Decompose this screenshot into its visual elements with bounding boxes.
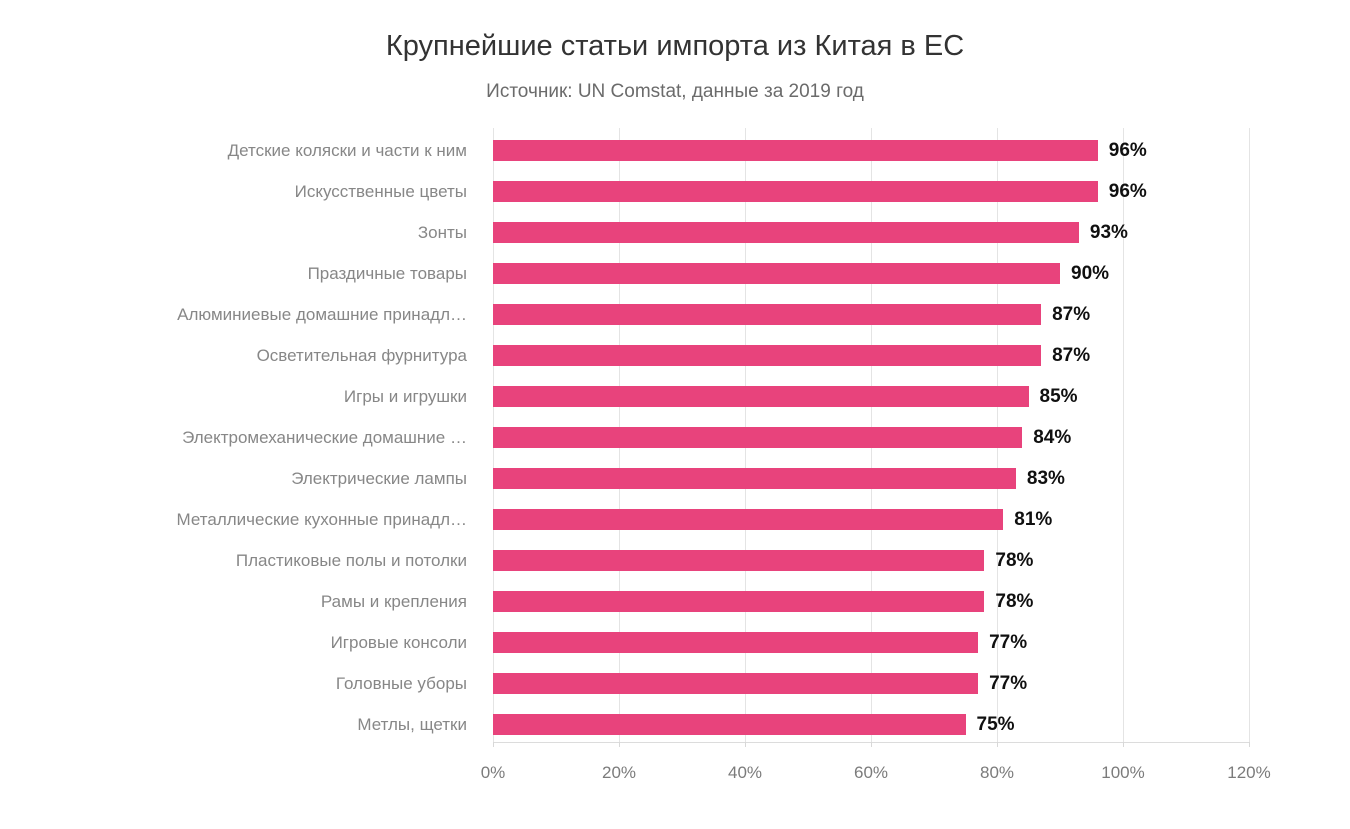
gridline-100% xyxy=(1123,128,1124,742)
category-label: Электромеханические домашние … xyxy=(182,427,467,447)
bar-track: 90% xyxy=(493,253,1250,294)
tick-mark-20% xyxy=(619,742,620,747)
x-tick-label: 0% xyxy=(480,763,506,782)
category-label: Метлы, щетки xyxy=(357,714,467,734)
value-label: 78% xyxy=(995,590,1034,612)
bar xyxy=(493,263,1060,284)
bar xyxy=(493,591,985,612)
bar-row: Электромеханические домашние … 84% xyxy=(0,417,1250,458)
x-tick-label: 20% xyxy=(601,763,637,782)
bar xyxy=(493,468,1016,489)
value-label: 93% xyxy=(1089,221,1128,243)
bar-track: 96% xyxy=(493,171,1250,212)
bar xyxy=(493,632,979,653)
bar-track: 83% xyxy=(493,458,1250,499)
bar-row: Игровые консоли 77% xyxy=(0,622,1250,663)
bar-row: Рамы и крепления 78% xyxy=(0,581,1250,622)
bar xyxy=(493,550,985,571)
category-label: Игровые консоли xyxy=(330,632,467,652)
bar xyxy=(493,140,1098,161)
x-tick-label: 100% xyxy=(1101,763,1145,782)
tick-mark-100% xyxy=(1123,742,1124,747)
value-label: 96% xyxy=(1108,139,1147,161)
category-label: Металлические кухонные принадл… xyxy=(176,509,467,529)
value-label: 77% xyxy=(989,631,1028,653)
bar xyxy=(493,222,1079,243)
tick-mark-120% xyxy=(1249,742,1250,747)
bar-row: Детские коляски и части к ним 96% xyxy=(0,130,1250,171)
x-tick-label: 60% xyxy=(853,763,889,782)
x-axis: 0% 20% 40% 60% 80% 100% 120% xyxy=(0,762,1350,786)
bar-track: 77% xyxy=(493,622,1250,663)
bar-track: 78% xyxy=(493,540,1250,581)
x-tick-label: 40% xyxy=(727,763,763,782)
bar-track: 87% xyxy=(493,335,1250,376)
value-label: 90% xyxy=(1071,262,1110,284)
bar xyxy=(493,181,1098,202)
bar xyxy=(493,345,1042,366)
bar-row: Игры и игрушки 85% xyxy=(0,376,1250,417)
bar-row: Алюминиевые домашние принадл… 87% xyxy=(0,294,1250,335)
tick-mark-40% xyxy=(745,742,746,747)
gridline-120% xyxy=(1249,128,1250,742)
bar-track: 75% xyxy=(493,704,1250,745)
bar-track: 78% xyxy=(493,581,1250,622)
bar-row: Осветительная фурнитура 87% xyxy=(0,335,1250,376)
category-label: Рамы и крепления xyxy=(320,591,467,611)
category-label: Искусственные цветы xyxy=(294,181,467,201)
category-label: Праздичные товары xyxy=(307,263,467,283)
value-label: 87% xyxy=(1052,303,1091,325)
value-label: 78% xyxy=(995,549,1034,571)
value-label: 87% xyxy=(1052,344,1091,366)
bar xyxy=(493,386,1029,407)
bar-track: 96% xyxy=(493,130,1250,171)
chart-title: Крупнейшие статьи импорта из Китая в ЕС xyxy=(385,30,965,62)
tick-mark-0% xyxy=(493,742,494,747)
bar-track: 87% xyxy=(493,294,1250,335)
bar-track: 84% xyxy=(493,417,1250,458)
bar-row: Искусственные цветы 96% xyxy=(0,171,1250,212)
bar-track: 81% xyxy=(493,499,1250,540)
bar-row: Пластиковые полы и потолки 78% xyxy=(0,540,1250,581)
tick-mark-60% xyxy=(871,742,872,747)
chart-subtitle: Источник: UN Comstat, данные за 2019 год xyxy=(486,81,864,102)
bar-row: Праздичные товары 90% xyxy=(0,253,1250,294)
bar xyxy=(493,509,1004,530)
bar-rows: Детские коляски и части к ним 96% Искусств… xyxy=(0,130,1250,745)
bar xyxy=(493,304,1042,325)
bar-row: Метлы, щетки 75% xyxy=(0,704,1250,745)
bar-track: 93% xyxy=(493,212,1250,253)
category-label: Алюминиевые домашние принадл… xyxy=(177,304,467,324)
bar-track: 85% xyxy=(493,376,1250,417)
bar-track: 77% xyxy=(493,663,1250,704)
category-label: Игры и игрушки xyxy=(343,386,467,406)
tick-mark-80% xyxy=(997,742,998,747)
category-label: Электрические лампы xyxy=(291,468,467,488)
value-label: 96% xyxy=(1108,180,1147,202)
category-label: Детские коляски и части к ним xyxy=(227,140,467,160)
bar-row: Головные уборы 77% xyxy=(0,663,1250,704)
x-tick-label: 80% xyxy=(979,763,1015,782)
bar-row: Металлические кухонные принадл… 81% xyxy=(0,499,1250,540)
category-label: Головные уборы xyxy=(335,673,467,693)
bar-row: Электрические лампы 83% xyxy=(0,458,1250,499)
category-label: Пластиковые полы и потолки xyxy=(235,550,467,570)
value-label: 83% xyxy=(1026,467,1065,489)
bar xyxy=(493,427,1023,448)
value-label: 81% xyxy=(1014,508,1053,530)
bar-row: Зонты 93% xyxy=(0,212,1250,253)
bar xyxy=(493,714,966,735)
x-tick-label: 120% xyxy=(1227,763,1271,782)
value-label: 75% xyxy=(976,713,1015,735)
value-label: 77% xyxy=(989,672,1028,694)
value-label: 85% xyxy=(1039,385,1078,407)
value-label: 84% xyxy=(1033,426,1072,448)
category-label: Зонты xyxy=(417,222,467,242)
category-label: Осветительная фурнитура xyxy=(256,345,467,365)
bar xyxy=(493,673,979,694)
